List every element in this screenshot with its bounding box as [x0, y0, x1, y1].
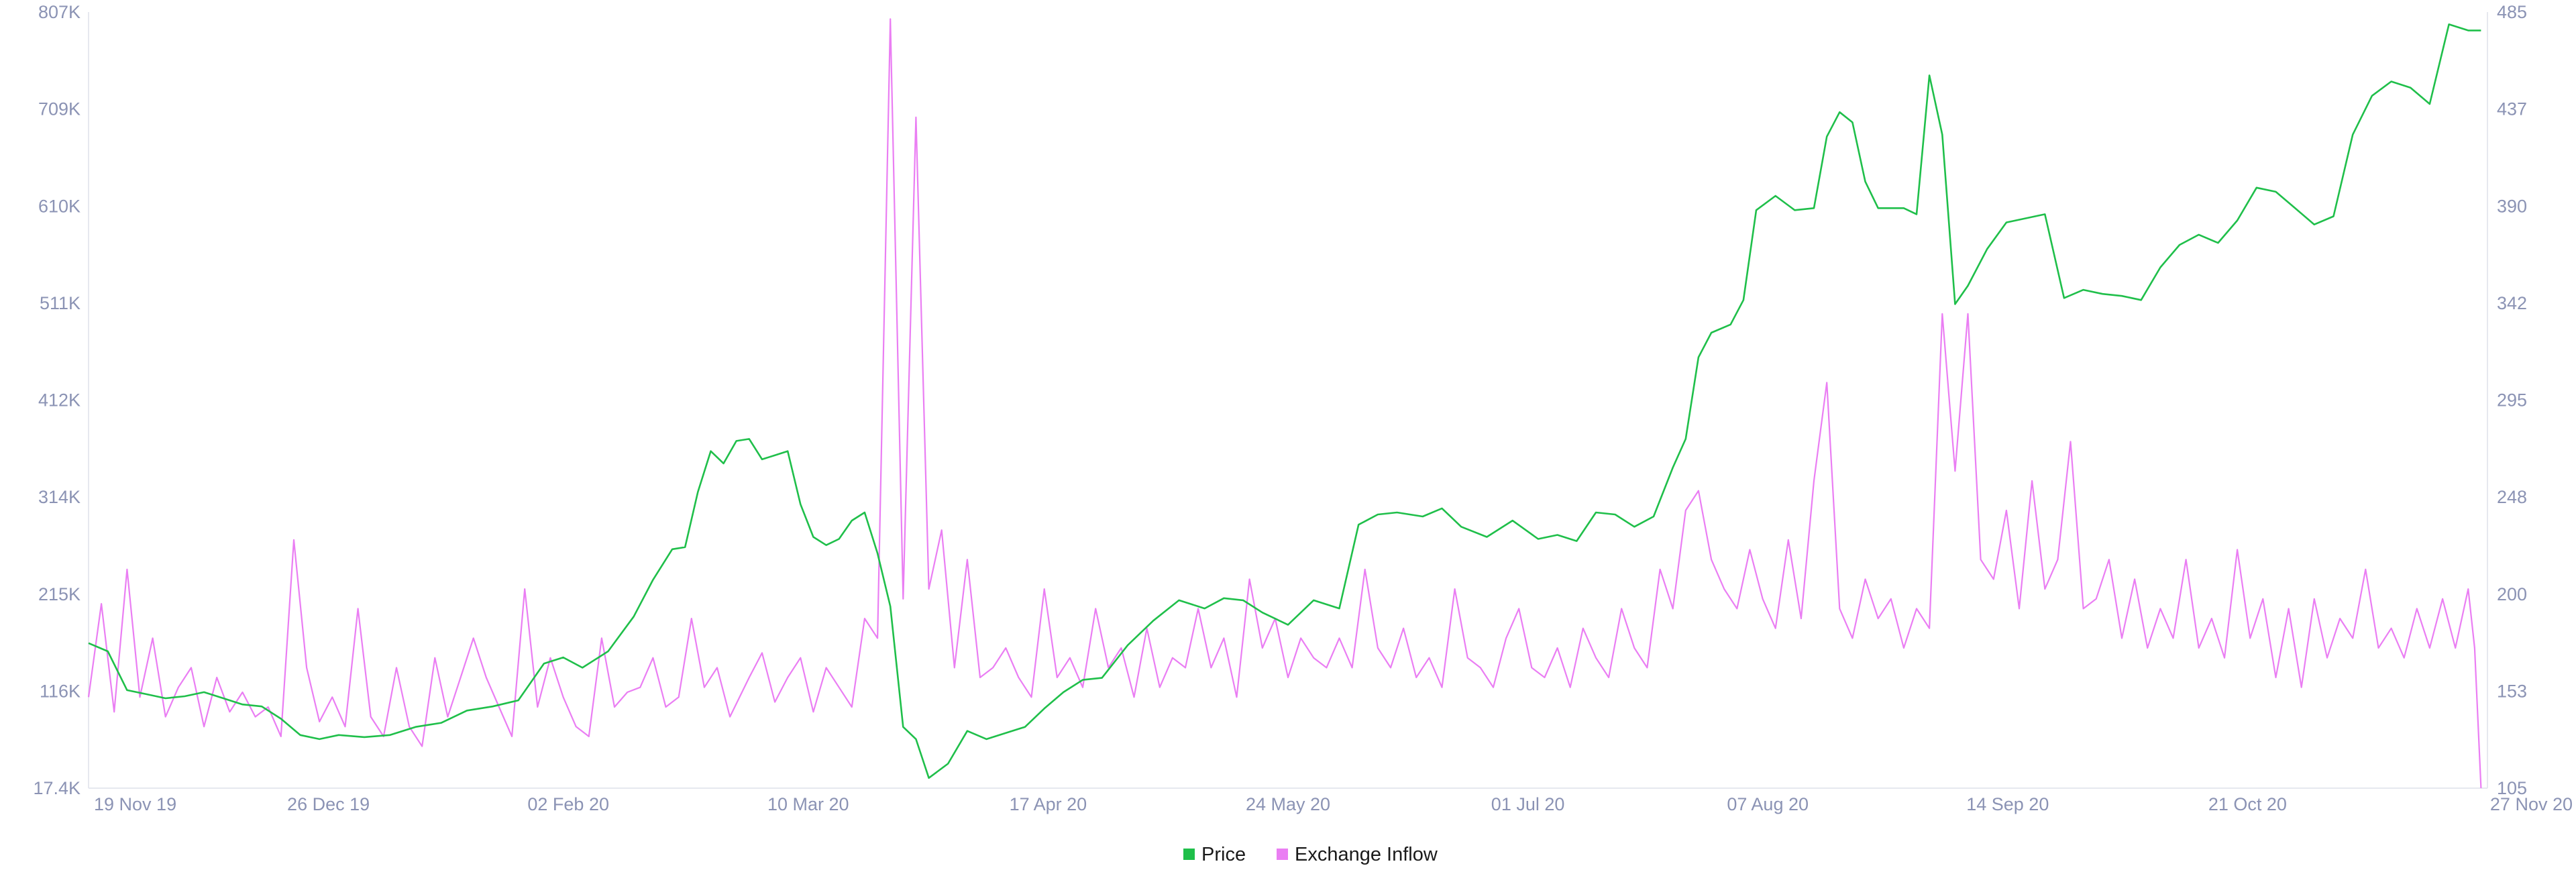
x-axis-tick-label: 24 May 20	[1246, 794, 1330, 814]
x-axis-tick-label: 21 Oct 20	[2208, 794, 2287, 814]
left-axis-tick-label: 215K	[38, 584, 80, 604]
right-axis-tick-label: 295	[2497, 390, 2527, 411]
legend-label-exchange-inflow: Exchange Inflow	[1295, 844, 1438, 865]
left-axis-tick-label: 412K	[38, 390, 80, 411]
legend-swatch-price	[1183, 849, 1195, 860]
x-axis-tick-label: 26 Dec 19	[287, 794, 370, 814]
x-axis-tick-label: 07 Aug 20	[1727, 794, 1809, 814]
x-axis-tick-label: 10 Mar 20	[767, 794, 849, 814]
exchange-inflow-series-line	[87, 18, 2482, 789]
left-axis-tick-label: 807K	[38, 2, 80, 22]
x-axis-tick-label: 01 Jul 20	[1491, 794, 1565, 814]
right-axis-tick-label: 248	[2497, 487, 2527, 507]
right-axis-tick-label: 200	[2497, 584, 2527, 604]
legend: Price Exchange Inflow	[1183, 844, 1438, 865]
x-axis-tick-label: 27 Nov 20	[2490, 794, 2573, 814]
legend-item-exchange-inflow[interactable]: Exchange Inflow	[1277, 844, 1438, 865]
right-axis-tick-label: 105	[2497, 778, 2527, 798]
right-axis-tick-label: 342	[2497, 293, 2527, 313]
right-axis-tick-label: 390	[2497, 196, 2527, 216]
x-axis-ticks: 19 Nov 19 26 Dec 19 02 Feb 20 10 Mar 20 17 A…	[94, 794, 2573, 814]
price-series-line	[88, 23, 2481, 779]
left-axis-tick-label: 709K	[38, 99, 80, 119]
left-axis-tick-label: 17.4K	[33, 778, 80, 798]
left-axis-tick-label: 314K	[38, 487, 80, 507]
left-axis-ticks: 807K 709K 610K 511K 412K 314K 215K 116K 17.4K	[33, 2, 80, 798]
x-axis-tick-label: 14 Sep 20	[1966, 794, 2049, 814]
legend-label-price: Price	[1201, 844, 1246, 865]
x-axis-tick-label: 19 Nov 19	[94, 794, 176, 814]
x-axis-tick-label: 02 Feb 20	[527, 794, 609, 814]
legend-item-price[interactable]: Price	[1183, 844, 1246, 865]
left-axis-tick-label: 511K	[40, 293, 80, 313]
right-axis-tick-label: 437	[2497, 99, 2527, 119]
legend-swatch-exchange-inflow	[1277, 849, 1288, 860]
left-axis-tick-label: 610K	[38, 196, 80, 216]
right-axis-tick-label: 153	[2497, 681, 2527, 701]
right-axis-tick-label: 485	[2497, 2, 2527, 22]
right-axis-ticks: 485 437 390 342 295 248 200 153 105	[2497, 2, 2527, 798]
x-axis-tick-label: 17 Apr 20	[1010, 794, 1087, 814]
left-axis-tick-label: 116K	[40, 681, 80, 701]
